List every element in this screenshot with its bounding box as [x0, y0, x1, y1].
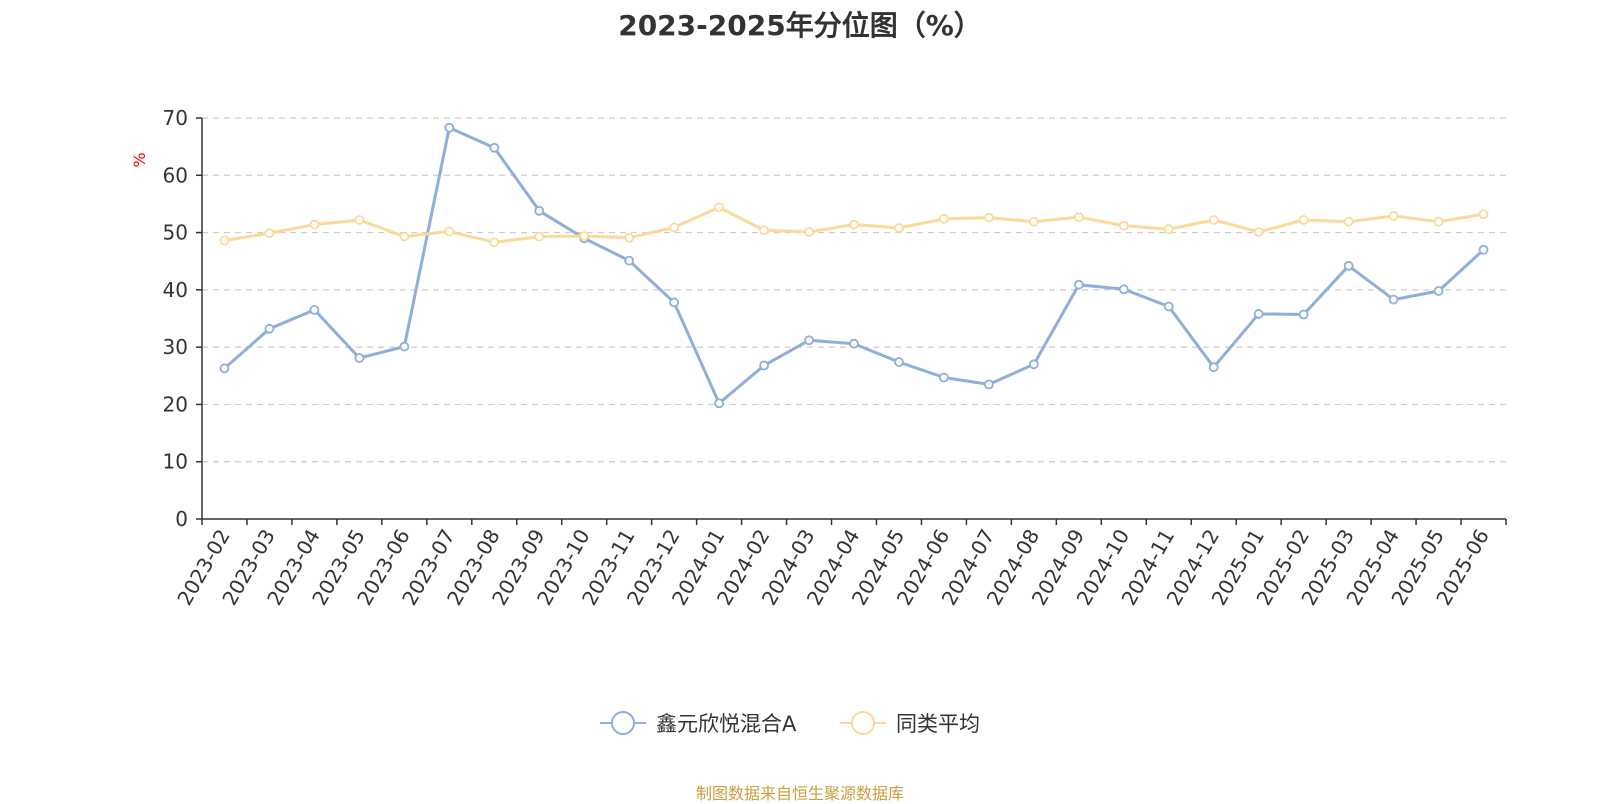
data-point	[1478, 209, 1489, 220]
series-layer	[219, 122, 1489, 409]
y-tick-label: 10	[163, 450, 188, 474]
data-point	[354, 215, 365, 225]
data-point	[579, 231, 590, 241]
axes: 010203040506070%2023-022023-032023-04202…	[130, 106, 1507, 609]
data-point	[264, 228, 275, 239]
chart-title: 2023-2025年分位图（%）	[618, 9, 982, 42]
data-point	[1073, 279, 1084, 290]
data-point	[1253, 227, 1264, 237]
y-tick-label: 50	[163, 221, 188, 245]
data-point	[1298, 309, 1309, 320]
data-point	[849, 338, 859, 349]
data-point	[1208, 215, 1219, 225]
legend-label: 鑫元欣悦混合A	[656, 712, 797, 736]
data-point	[399, 231, 410, 242]
legend: 鑫元欣悦混合A 同类平均	[600, 711, 980, 736]
data-point	[1163, 301, 1174, 312]
data-point	[1433, 216, 1444, 227]
data-point	[624, 255, 635, 266]
data-point	[714, 398, 725, 409]
legend-label: 同类平均	[896, 712, 980, 736]
y-tick-label: 40	[163, 278, 188, 302]
data-point	[1208, 362, 1219, 373]
data-point	[669, 297, 680, 308]
data-point	[983, 379, 994, 390]
data-point	[1253, 309, 1264, 319]
data-point	[1298, 215, 1309, 225]
data-point	[1388, 211, 1399, 221]
data-point	[1343, 216, 1354, 227]
data-point	[894, 357, 904, 367]
data-point	[1073, 212, 1084, 223]
data-point	[714, 202, 725, 213]
legend-swatch-marker	[611, 711, 635, 735]
data-point	[939, 213, 949, 224]
data-point	[983, 212, 994, 223]
data-point	[1388, 294, 1399, 305]
data-point	[264, 323, 275, 334]
data-point	[804, 227, 814, 237]
data-point	[1163, 224, 1174, 235]
data-point	[354, 353, 365, 363]
data-point	[489, 142, 500, 153]
y-tick-label: 0	[175, 507, 188, 531]
data-point	[1343, 260, 1354, 271]
data-point	[534, 205, 545, 216]
data-point	[939, 372, 949, 383]
y-tick-label: 30	[163, 335, 188, 359]
data-point	[444, 122, 455, 133]
source-note: 制图数据来自恒生聚源数据库	[695, 784, 904, 803]
data-point	[444, 226, 455, 237]
y-tick-label: 20	[163, 392, 188, 416]
legend-item-1: 同类平均	[840, 711, 980, 736]
grid-lines	[202, 117, 1506, 463]
data-point	[219, 363, 230, 374]
y-tick-label: 60	[163, 163, 188, 187]
y-axis-unit-label: %	[130, 152, 149, 167]
data-point	[759, 225, 769, 236]
data-point	[489, 237, 500, 248]
data-point	[804, 335, 814, 346]
data-point	[894, 223, 904, 233]
data-point	[309, 305, 320, 315]
data-point	[849, 219, 859, 230]
data-point	[669, 222, 680, 233]
data-point	[624, 232, 635, 243]
legend-item-0: 鑫元欣悦混合A	[600, 711, 797, 736]
data-point	[1118, 284, 1129, 295]
data-point	[1433, 286, 1444, 296]
y-tick-label: 70	[163, 106, 188, 130]
data-point	[759, 360, 769, 371]
data-point	[309, 219, 320, 230]
legend-swatch-marker	[851, 711, 875, 735]
data-point	[1028, 216, 1039, 227]
data-point	[399, 341, 410, 352]
data-point	[1118, 220, 1129, 231]
data-point	[534, 231, 545, 242]
data-point	[1478, 244, 1489, 255]
data-point	[219, 235, 230, 246]
series-line-0	[223, 126, 1485, 405]
data-point	[1028, 359, 1039, 370]
